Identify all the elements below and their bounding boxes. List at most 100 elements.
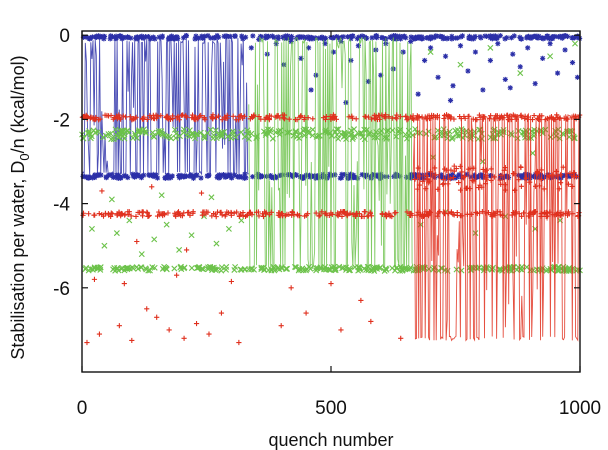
series-0-point-37 xyxy=(540,55,546,61)
series-2-band-0-point xyxy=(542,209,548,216)
series-0-band-1-point xyxy=(458,34,464,40)
series-0-band-1-point xyxy=(466,35,472,41)
series-2-band-2-point xyxy=(433,172,439,178)
series-0-band-1-point xyxy=(518,36,525,42)
series-1-band-1-point xyxy=(382,265,389,272)
series-1-band-0-point xyxy=(213,135,220,142)
series-0-point-9 xyxy=(322,41,328,47)
series-0-band-0-point xyxy=(106,172,112,178)
series-2-band-1-point xyxy=(198,112,204,119)
series-0-band-0-point xyxy=(198,175,204,181)
x-tick-label-2: 1000 xyxy=(559,398,601,419)
series-0-band-0-point xyxy=(313,175,319,181)
series-2-band-0-point xyxy=(483,210,489,216)
series-1-band-0-point xyxy=(389,127,396,134)
series-2-point-13 xyxy=(303,310,309,316)
series-2-point-25 xyxy=(183,247,190,253)
series-1-band-1-point xyxy=(133,264,140,271)
series-2-band-1-point xyxy=(458,115,464,122)
series-0-band-0-point xyxy=(297,174,303,180)
series-0-band-1-point xyxy=(425,35,431,41)
series-0-point-30 xyxy=(487,57,493,64)
series-2-band-1-point xyxy=(183,114,190,120)
series-1-band-1-point xyxy=(376,265,383,272)
series-2-band-1-point xyxy=(572,113,578,119)
series-2-band-2-point xyxy=(435,186,441,192)
series-1-band-0-point xyxy=(272,129,279,136)
series-2-band-1-point xyxy=(144,116,150,123)
series-1-band-0-point xyxy=(292,129,299,136)
series-2-band-1-point xyxy=(451,116,457,122)
series-0-point-25 xyxy=(450,83,456,89)
series-1-band-0-point xyxy=(397,126,404,133)
series-2-band-1-point xyxy=(117,116,124,122)
series-2-band-0-point xyxy=(203,211,209,217)
series-2-band-1 xyxy=(79,112,583,123)
series-0-band-1-point xyxy=(165,36,172,42)
series-0-band-0-point xyxy=(345,175,351,181)
series-2-band-1-point xyxy=(441,115,447,122)
series-1-band-1-point xyxy=(282,265,289,272)
series-2-band-1-point xyxy=(543,116,549,123)
series-2-band-2-point xyxy=(415,186,421,192)
series-0-band-0-point xyxy=(85,175,91,181)
series-2-band-2-point xyxy=(558,180,564,186)
series-0-band-1-point xyxy=(331,34,337,41)
series-2-band-0-point xyxy=(109,211,115,217)
series-1-band-0-point xyxy=(95,128,102,135)
series-2-band-2-point xyxy=(570,173,576,179)
series-0-band-0-point xyxy=(274,175,280,181)
series-2-band-1-point xyxy=(379,112,385,118)
series-0-band-1-point xyxy=(454,35,460,41)
series-2-band-1-point xyxy=(114,116,120,122)
series-2-band-1-point xyxy=(410,113,416,119)
series-2-band-2-point xyxy=(546,174,552,180)
y-tick-label-1: -2 xyxy=(53,110,70,131)
series-2-point-1 xyxy=(96,331,103,337)
series-2-point-11 xyxy=(236,339,242,346)
series-0-band-1-point xyxy=(544,33,550,39)
series-2-band-0-point xyxy=(302,213,308,219)
x-tick-label-0: 0 xyxy=(77,398,88,419)
series-2-band-0-point xyxy=(262,210,269,217)
series-0-band-0-point xyxy=(342,172,348,178)
series-0-band-1-point xyxy=(128,35,134,41)
series-0-band-1-point xyxy=(243,34,249,40)
series-2-band-0-point xyxy=(509,212,515,218)
series-2-band-1-point xyxy=(513,116,519,122)
series-1-band-1-point xyxy=(371,267,378,274)
series-2-band-1-point xyxy=(262,116,268,122)
series-2-band-1-point xyxy=(230,113,236,119)
series-1-band-1-point xyxy=(82,266,89,273)
series-1-band-0-point xyxy=(245,135,252,142)
series-2-band-0-point xyxy=(543,213,549,220)
series-2-band-1-point xyxy=(219,117,225,123)
series-2-band-0-point xyxy=(316,213,322,219)
series-1-band-0-point xyxy=(547,134,554,141)
series-1-band-0-point xyxy=(100,134,107,141)
series-2-band-0-point xyxy=(144,209,150,215)
series-2-band-0-point xyxy=(341,209,347,216)
series-2-band-0-point xyxy=(448,209,454,215)
series-1-band-0-point xyxy=(228,135,235,142)
series-0-band-0-point xyxy=(479,172,485,178)
series-2-band-2-point xyxy=(480,166,486,173)
series-1-point-23 xyxy=(457,61,464,68)
series-2-point-3 xyxy=(129,337,135,344)
series-0-band-1-point xyxy=(427,36,434,42)
series-1-band-0-point xyxy=(218,131,225,137)
series-1-band-0-point xyxy=(201,135,208,142)
series-1-band-1-point xyxy=(317,265,324,272)
series-0-band-1-point xyxy=(491,33,497,39)
series-1-trace xyxy=(248,35,414,271)
series-0-band-1-point xyxy=(466,33,473,40)
x-axis-label: quench number xyxy=(268,430,393,450)
series-0-band-1-point xyxy=(477,34,483,40)
series-1-band-0-point xyxy=(449,135,456,142)
series-0-band-1-point xyxy=(374,35,380,41)
series-2-band-1-point xyxy=(372,115,378,121)
y-tick-label-2: -4 xyxy=(53,195,70,216)
series-1-band-0-point xyxy=(559,130,566,137)
series-2-band-1-point xyxy=(215,113,222,119)
series-2-band-2-point xyxy=(459,169,465,175)
